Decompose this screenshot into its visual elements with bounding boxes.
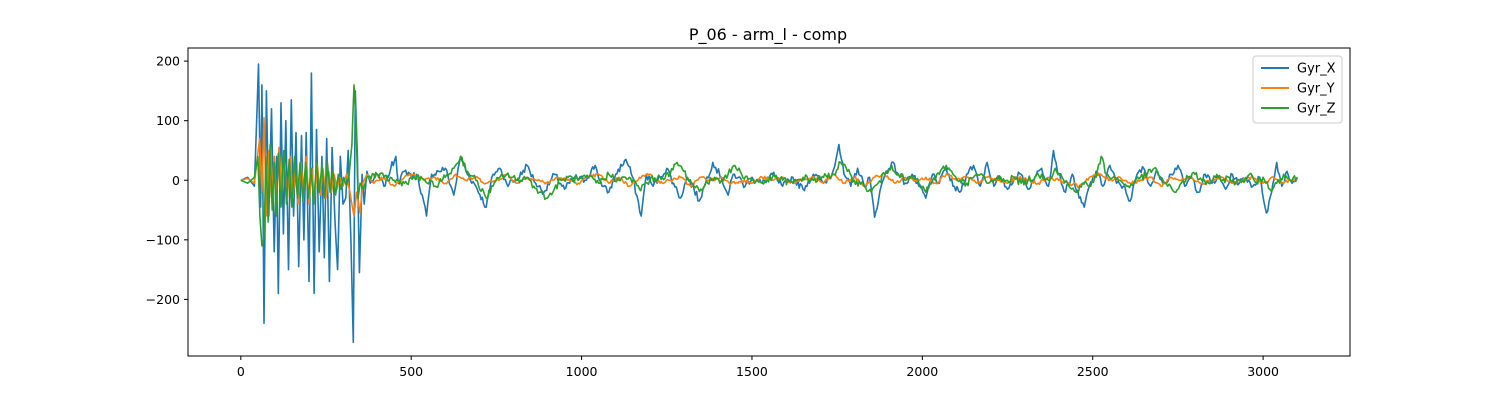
y-tick-label: 200 [156,54,180,69]
series-line-gyr-x [240,63,1298,344]
axes-frame [187,47,1351,357]
legend: Gyr_X Gyr_Y Gyr_Z [1252,55,1343,124]
y-tick-label: 0 [172,173,180,188]
x-tick-label: 2500 [1077,364,1109,379]
x-tick-label: 1000 [566,364,598,379]
legend-label: Gyr_Z [1297,102,1336,117]
y-tick-label: −100 [146,232,180,247]
axes: 0 500 1000 1500 2000 2500 3000 −200 −100 0 100 200 [146,47,1351,379]
chart-title: P_06 - arm_l - comp [689,25,847,45]
y-tick-label: 100 [156,113,180,128]
x-tick-label: 1500 [736,364,768,379]
y-tick-label: −200 [146,292,180,307]
legend-label: Gyr_X [1297,62,1336,77]
legend-label: Gyr_Y [1297,82,1335,97]
series-line-gyr-y [240,116,1298,217]
x-tick-label: 3000 [1247,364,1279,379]
x-tick-label: 500 [399,364,423,379]
legend-box [1252,55,1343,124]
plot-area [240,63,1298,344]
series-line-gyr-z [240,84,1298,247]
x-tick-label: 0 [237,364,245,379]
x-tick-label: 2000 [906,364,938,379]
